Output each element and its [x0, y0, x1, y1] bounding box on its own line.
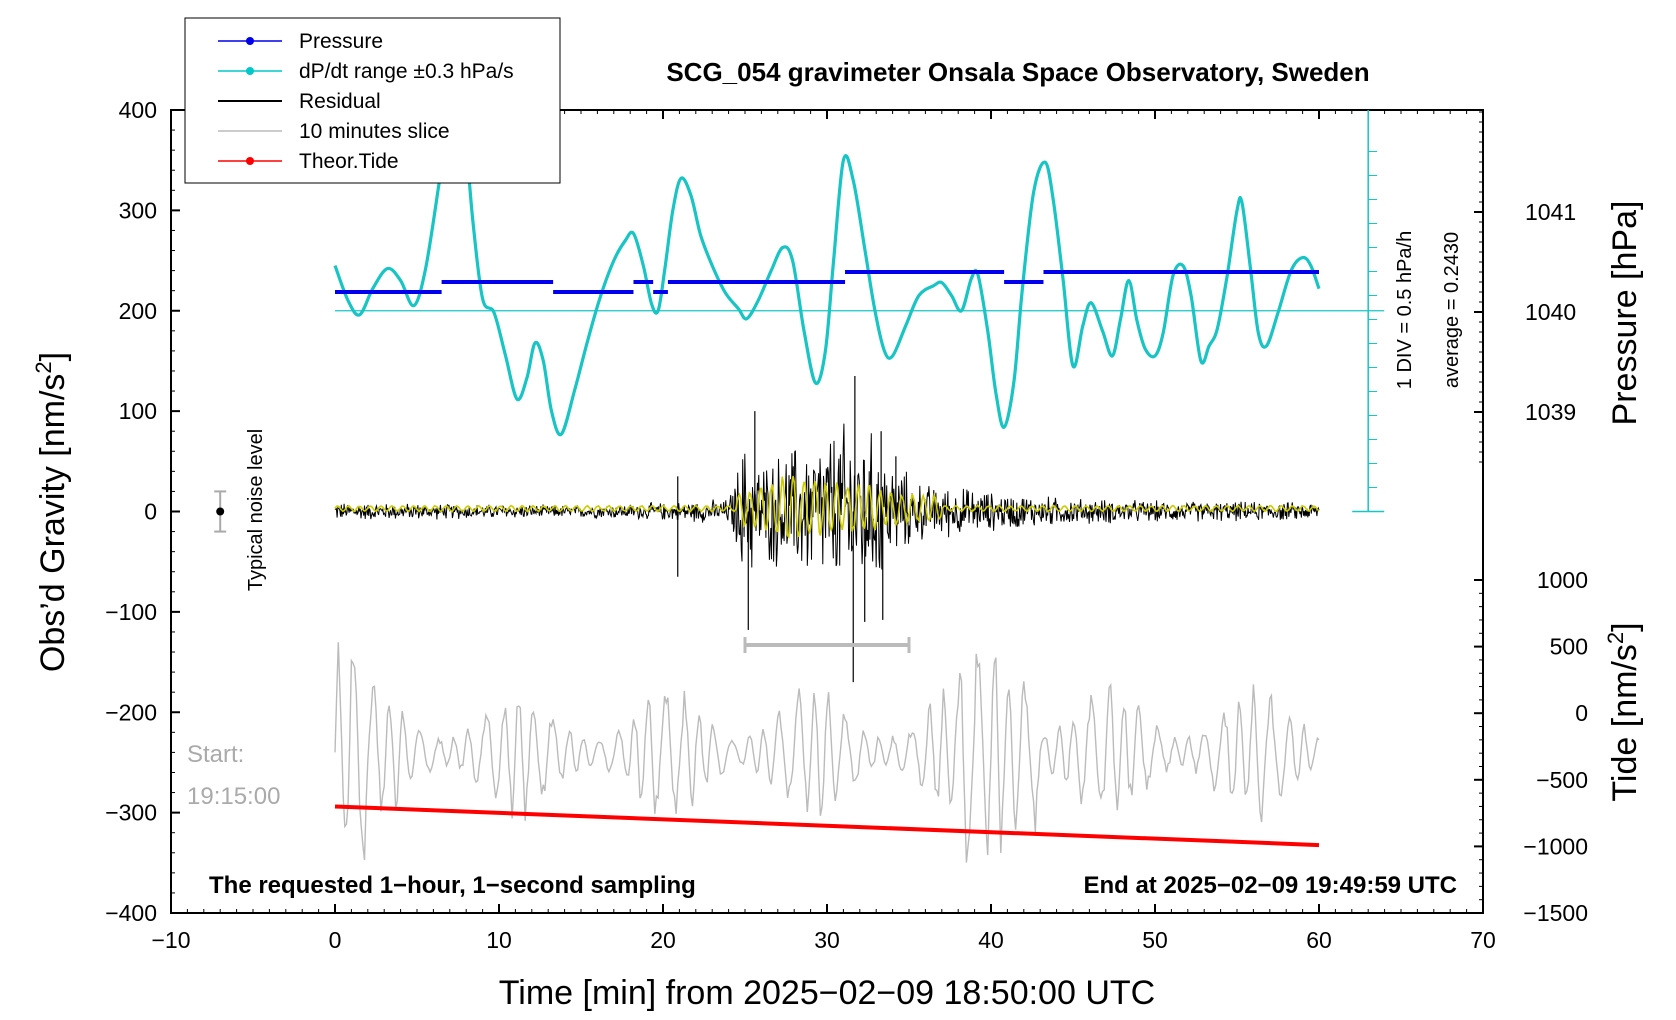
- y-tick-label: 300: [119, 197, 157, 223]
- y-tick-label: −300: [105, 800, 157, 826]
- pressure-tick-label: 1039: [1525, 399, 1576, 425]
- slice-series: [334, 642, 1320, 863]
- y-tick-label: 400: [119, 97, 157, 123]
- x-tick-label: 70: [1470, 927, 1496, 953]
- y-axis-title-tide: Tide [nm/s2]: [1603, 622, 1644, 801]
- y-axis-title-left-main: Obs’d Gravity [nm/s: [34, 374, 72, 673]
- legend: Pressure dP/dt range ±0.3 hPa/s Residual 10…: [184, 17, 561, 184]
- chart-title: SCG_054 gravimeter Onsala Space Observat…: [666, 57, 1369, 87]
- tide-line: [334, 804, 1320, 848]
- legend-label: dP/dt range ±0.3 hPa/s: [299, 60, 514, 83]
- x-tick-label: 50: [1142, 927, 1168, 953]
- x-tick-label: 0: [329, 927, 342, 953]
- tide-tick-label: −500: [1536, 767, 1588, 793]
- residual-line: [334, 423, 1320, 570]
- slice-line: [334, 642, 1320, 863]
- residual-series: [334, 375, 1320, 683]
- y-axis-title-tide-sup: 2: [1603, 632, 1628, 644]
- dpdt-series: [333, 80, 1321, 437]
- x-tick-label: 40: [978, 927, 1004, 953]
- start-time: 19:15:00: [187, 783, 280, 810]
- y-axis-title-tide-end: ]: [1606, 622, 1644, 631]
- y-axis-title-tide-main: Tide [nm/s: [1606, 644, 1644, 801]
- note-sampling: The requested 1−hour, 1−second sampling: [209, 872, 696, 899]
- chart-annotations: [214, 110, 1385, 653]
- x-tick-label: 30: [814, 927, 840, 953]
- y-tick-label: 100: [119, 398, 157, 424]
- x-axis-title: Time [min] from 2025−02−09 18:50:00 UTC: [499, 974, 1155, 1012]
- x-tick-label: 20: [650, 927, 676, 953]
- note-end-time: End at 2025−02−09 19:49:59 UTC: [1083, 872, 1457, 899]
- y-tick-label: 0: [144, 499, 157, 525]
- div-label: 1 DIV = 0.5 hPa/h: [1394, 231, 1416, 389]
- legend-marker: [246, 67, 254, 75]
- tide-tick-label: 500: [1550, 634, 1588, 660]
- tide-tick-label: −1000: [1523, 833, 1588, 859]
- legend-label: Residual: [299, 90, 381, 113]
- y-tick-label: −100: [105, 599, 157, 625]
- y-tick-label: −400: [105, 900, 157, 926]
- dpdt-line: [333, 80, 1321, 437]
- pressure-tick-label: 1041: [1525, 199, 1576, 225]
- tide-tick-label: −1500: [1523, 900, 1588, 926]
- noise-level-label: Typical noise level: [245, 429, 267, 591]
- tide-tick-label: 0: [1575, 700, 1588, 726]
- x-tick-label: 60: [1306, 927, 1332, 953]
- axis-ticks: −10 0 10 20 30 40 50 60 70−400−300−200−100010020…: [105, 97, 1588, 953]
- legend-marker: [246, 157, 254, 165]
- legend-label: Theor.Tide: [299, 150, 399, 173]
- filtered-line: [334, 475, 1320, 539]
- tide-series: [334, 804, 1320, 848]
- y-axis-title-left-sup: 2: [31, 361, 56, 373]
- start-label: Start:: [187, 741, 244, 768]
- y-tick-label: 200: [119, 298, 157, 324]
- legend-label: 10 minutes slice: [299, 120, 450, 143]
- y-axis-title-left-end: ]: [34, 352, 72, 361]
- pressure-series: [335, 270, 1319, 294]
- tide-tick-label: 1000: [1537, 567, 1588, 593]
- x-tick-label: −10: [151, 927, 190, 953]
- y-axis-title-pressure: Pressure [hPa]: [1606, 201, 1644, 426]
- noise-dot: [216, 507, 225, 516]
- legend-label: Pressure: [299, 30, 383, 53]
- y-tick-label: −200: [105, 699, 157, 725]
- average-label: average = 0.2430: [1441, 232, 1463, 388]
- pressure-tick-label: 1040: [1525, 299, 1576, 325]
- y-axis-title-left: Obs’d Gravity [nm/s2]: [31, 352, 72, 672]
- legend-marker: [246, 37, 254, 45]
- x-tick-label: 10: [486, 927, 512, 953]
- legend-items: Pressure dP/dt range ±0.3 hPa/s Residual 10…: [218, 30, 514, 173]
